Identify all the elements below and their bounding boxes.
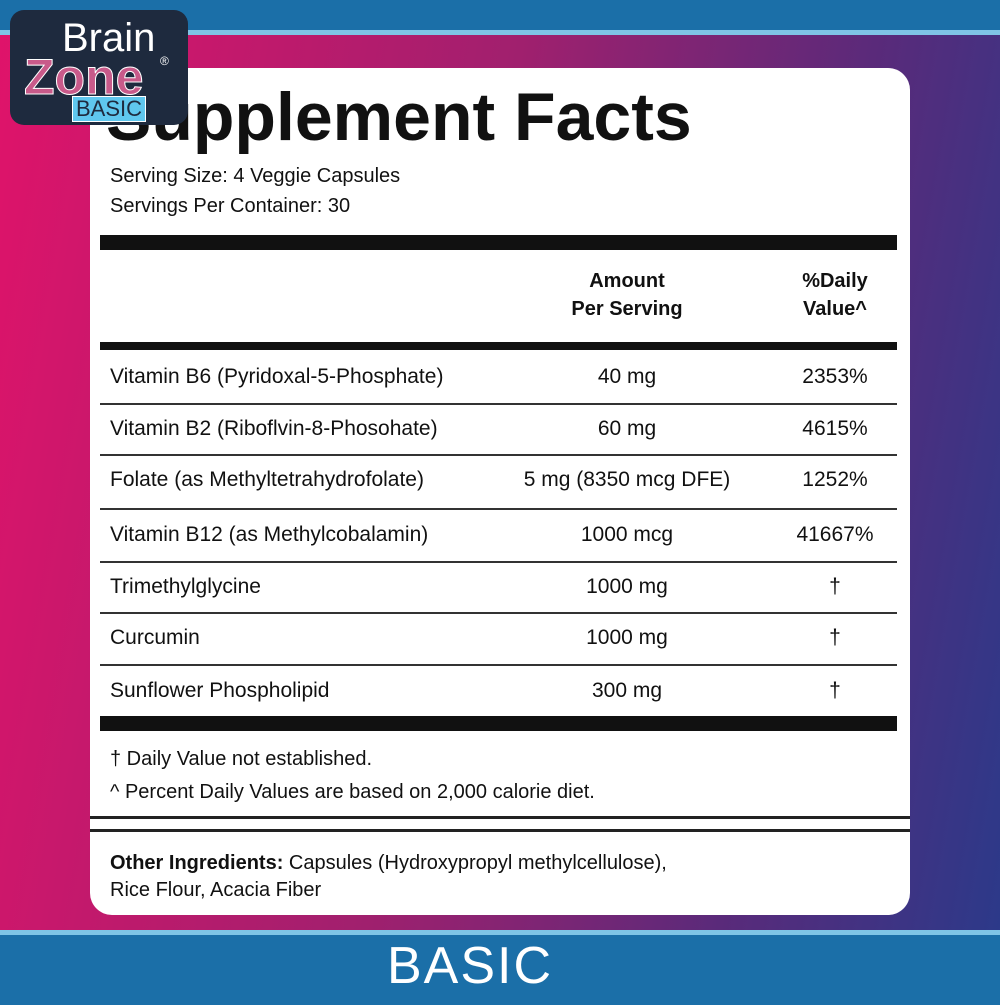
rule — [90, 816, 910, 819]
logo: Brain Zone ® BASIC — [10, 10, 188, 125]
row-rule — [100, 664, 897, 666]
daily-value: 2353% — [802, 365, 868, 388]
other-ingredients: Other Ingredients: Capsules (Hydroxyprop… — [110, 852, 667, 875]
serving-size: Serving Size: 4 Veggie Capsules — [110, 165, 401, 187]
nutrient-name: Folate (as Methyltetrahydrofolate) — [110, 468, 424, 491]
bottom-band — [0, 930, 1000, 1005]
header-daily-value: Value^ — [803, 298, 867, 320]
amount: 60 mg — [597, 417, 657, 440]
footnote: ^ Percent Daily Values are based on 2,00… — [110, 781, 595, 803]
facts-card — [90, 68, 910, 915]
footer-label: BASIC — [386, 937, 554, 995]
nutrient-name: Curcumin — [110, 626, 200, 649]
row-rule — [100, 612, 897, 614]
thick-rule — [100, 716, 897, 731]
amount: 1000 mg — [586, 626, 668, 649]
amount: 5 mg (8350 mcg DFE) — [523, 468, 731, 491]
other-ingredients-text: Capsules (Hydroxypropyl methylcellulose)… — [288, 852, 667, 874]
amount: 40 mg — [597, 365, 657, 388]
header-daily-value: %Daily — [802, 270, 868, 292]
daily-value: † — [829, 575, 841, 598]
amount: 300 mg — [591, 679, 663, 702]
daily-value: 4615% — [802, 417, 868, 440]
nutrient-name: Vitamin B2 (Riboflvin-8-Phosohate) — [110, 417, 438, 440]
nutrient-name: Sunflower Phospholipid — [110, 679, 330, 702]
nutrient-name: Trimethylglycine — [110, 575, 261, 598]
amount: 1000 mcg — [580, 523, 674, 546]
other-ingredients-text: Rice Flour, Acacia Fiber — [110, 879, 322, 901]
nutrient-name: Vitamin B12 (as Methylcobalamin) — [110, 523, 429, 546]
row-rule — [100, 561, 897, 563]
daily-value: 41667% — [796, 523, 874, 546]
header-amount: Amount — [589, 270, 665, 292]
servings-per-container: Servings Per Container: 30 — [110, 195, 351, 217]
header-amount: Per Serving — [571, 298, 683, 320]
logo-brain: Brain — [62, 16, 156, 60]
medium-rule — [100, 342, 897, 350]
rule — [90, 829, 910, 832]
row-rule — [100, 454, 897, 456]
footnote: † Daily Value not established. — [110, 748, 373, 770]
daily-value: † — [829, 679, 841, 702]
row-rule — [100, 403, 897, 405]
nutrient-name: Vitamin B6 (Pyridoxal-5-Phosphate) — [110, 365, 444, 388]
thick-rule — [100, 235, 897, 250]
amount: 1000 mg — [586, 575, 668, 598]
logo-edition: BASIC — [72, 96, 147, 122]
logo-mark: ® — [160, 54, 169, 68]
row-rule — [100, 508, 897, 510]
other-ingredients-label: Other Ingredients: — [110, 852, 284, 874]
title: Supplement Facts — [106, 79, 692, 155]
daily-value: 1252% — [802, 468, 868, 491]
daily-value: † — [829, 626, 841, 649]
